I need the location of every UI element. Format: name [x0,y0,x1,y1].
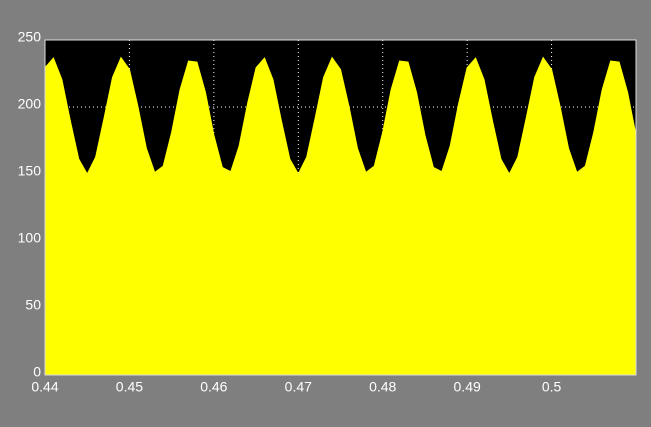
x-tick-label: 0.45 [116,379,143,395]
y-tick-label: 0 [33,364,41,380]
x-tick-label: 0.5 [542,379,562,395]
x-tick-label: 0.46 [200,379,227,395]
x-tick-label: 0.44 [31,379,58,395]
area [44,56,637,376]
plot-frame [44,39,637,376]
y-tick-label: 100 [18,230,42,246]
x-tick-label: 0.47 [285,379,312,395]
y-tick-label: 150 [18,163,42,179]
y-tick-label: 200 [18,96,42,112]
y-tick-label: 250 [18,29,42,45]
x-tick-label: 0.49 [454,379,481,395]
y-tick-label: 50 [25,297,41,313]
x-tick-label: 0.48 [369,379,396,395]
